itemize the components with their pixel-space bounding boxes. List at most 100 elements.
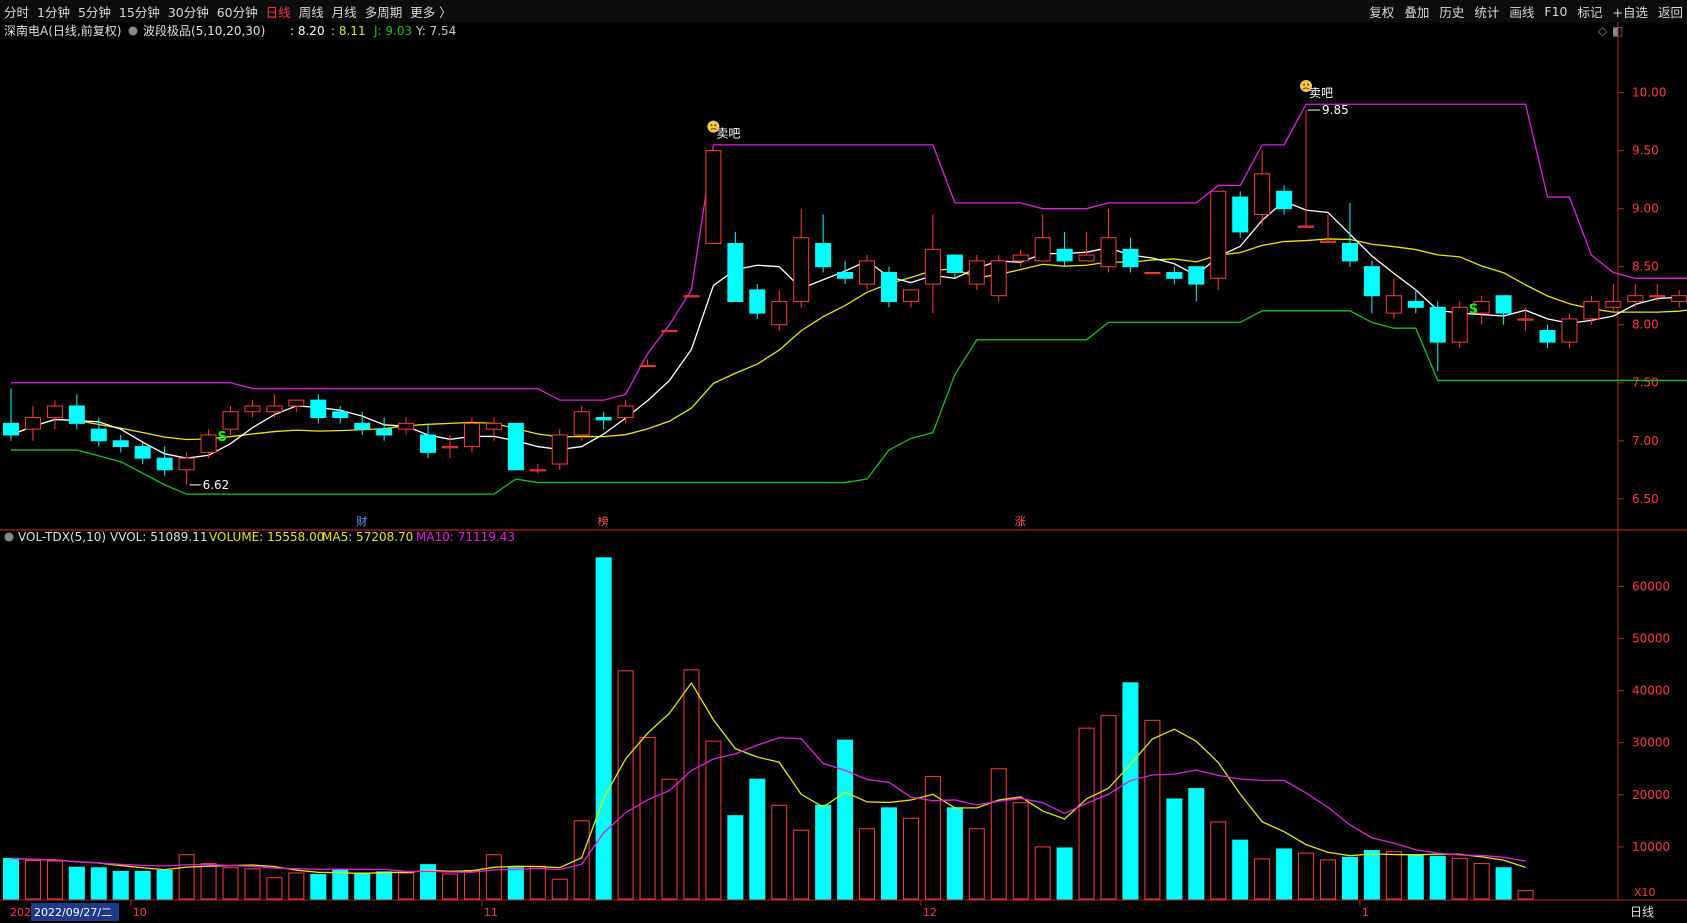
candle-body (1012, 254, 1029, 262)
volume-bar (990, 768, 1007, 900)
candle-body (1605, 301, 1622, 308)
event-marker: 涨 (1015, 515, 1026, 528)
candle-body (222, 411, 239, 430)
candle-body (332, 411, 349, 419)
volume-bar (837, 739, 854, 900)
volume-bar (310, 874, 327, 900)
vol-tick-label: 60000 (1632, 579, 1670, 593)
price-tick-label: 8.50 (1632, 260, 1659, 274)
candle-body (1188, 266, 1205, 285)
volume-bar (924, 776, 941, 900)
volume-bar (485, 854, 502, 900)
candle-body (463, 422, 480, 448)
kline-chart[interactable]: 深南电A(日线,前复权) 波段极品(5,10,20,30) : 8.20 : 8… (0, 22, 1687, 923)
settings-icon[interactable] (128, 26, 138, 36)
volume-bar (595, 557, 612, 900)
volume-bar (222, 867, 239, 900)
emoji-eye-icon (1303, 83, 1306, 86)
low-annotation: 6.62 (203, 478, 230, 492)
candle-body (1429, 306, 1446, 343)
period-10[interactable]: 更多 〉 (410, 4, 452, 20)
tool-button-4[interactable]: 画线 (1509, 4, 1535, 20)
period-6[interactable]: 日线 (265, 4, 291, 20)
period-0[interactable]: 分时 (4, 4, 30, 20)
volume-bar (1495, 867, 1512, 900)
candle-body (1276, 190, 1293, 210)
period-3[interactable]: 15分钟 (118, 4, 160, 20)
candle-body (1320, 240, 1336, 243)
period-selector: 分时 1分钟 5分钟 15分钟 30分钟 60分钟 日线 周线 月线 多周期 更多 〉 (4, 0, 452, 22)
candle-body (288, 399, 305, 407)
volume-bar (3, 857, 19, 900)
volume-bar (156, 869, 173, 900)
volume-bar (266, 877, 283, 900)
candle-body (902, 289, 919, 303)
candle-body (617, 405, 634, 419)
tool-button-6[interactable]: 标记 (1577, 4, 1603, 20)
val2: : 8.11 (331, 24, 366, 38)
volume-bar (288, 872, 305, 900)
stock-title: 深南电A(日线,前复权) (4, 23, 121, 38)
period-5[interactable]: 60分钟 (216, 4, 258, 20)
candle-body (354, 422, 371, 430)
candle-body (178, 457, 195, 471)
period-2[interactable]: 5分钟 (77, 4, 111, 20)
period-8[interactable]: 月线 (331, 4, 357, 20)
val-y: Y: 7.54 (415, 24, 456, 38)
period-9[interactable]: 多周期 (364, 4, 403, 20)
tool-button-0[interactable]: 复权 (1369, 4, 1395, 20)
volume-bar (705, 740, 722, 900)
vol-settings-icon[interactable] (4, 532, 14, 542)
volume-bar (332, 869, 349, 900)
diamond-icon[interactable]: ◇ (1598, 24, 1608, 38)
volume-bar (749, 778, 766, 900)
volume-bar (90, 867, 107, 900)
volume-bar (442, 873, 458, 900)
tool-button-7[interactable]: +自选 (1612, 4, 1648, 20)
candles-layer (3, 110, 1687, 485)
volume-bar (24, 859, 41, 900)
tool-button-3[interactable]: 统计 (1474, 4, 1500, 20)
volume-axis: 60000 50000 40000 30000 20000 10000 (1618, 579, 1670, 854)
vol-unit: X10 (1634, 886, 1656, 899)
candle-body (1144, 271, 1161, 275)
buy-signal: S (1469, 302, 1478, 317)
emoji-eye-icon (710, 124, 713, 127)
tool-button-1[interactable]: 叠加 (1404, 4, 1430, 20)
candle-body (1539, 330, 1556, 343)
volume-bar (398, 872, 415, 900)
candle-body (442, 446, 458, 449)
volume-bar (1341, 856, 1358, 900)
candle-body (266, 405, 283, 413)
tool-button-5[interactable]: F10 (1544, 3, 1568, 19)
candle-body (1034, 237, 1051, 262)
candle-body (1078, 254, 1095, 262)
price-tick-label: 9.50 (1632, 144, 1659, 158)
period-7[interactable]: 周线 (298, 4, 324, 20)
candle-body (1561, 318, 1578, 343)
tool-button-2[interactable]: 历史 (1439, 4, 1465, 20)
volume-bar (1144, 719, 1161, 900)
period-1[interactable]: 1分钟 (37, 4, 70, 20)
volume-bar (617, 670, 634, 900)
emoji-mouth-icon (1302, 87, 1310, 90)
candle-body (1451, 306, 1468, 343)
partial-year: 202 (10, 906, 31, 919)
period-4[interactable]: 30分钟 (167, 4, 209, 20)
x-tick-label: 12 (923, 906, 937, 919)
volume-bar (1320, 859, 1336, 900)
volume-bar (112, 870, 129, 900)
volume-bar (902, 817, 919, 900)
vol-tick-label: 50000 (1632, 632, 1670, 646)
vol-tick-label: 30000 (1632, 736, 1670, 750)
volume-bar (815, 804, 832, 900)
candle-body (1649, 295, 1666, 298)
candle-body (1341, 242, 1358, 262)
candle-body (859, 260, 876, 285)
volume-bar (1056, 847, 1073, 900)
panel-toggle-icon[interactable]: ◧ (1612, 24, 1623, 38)
tool-button-8[interactable]: 返回 (1657, 4, 1683, 20)
volume-bar (946, 807, 963, 900)
volume-bar (1407, 854, 1424, 900)
volume-bar (507, 867, 524, 900)
